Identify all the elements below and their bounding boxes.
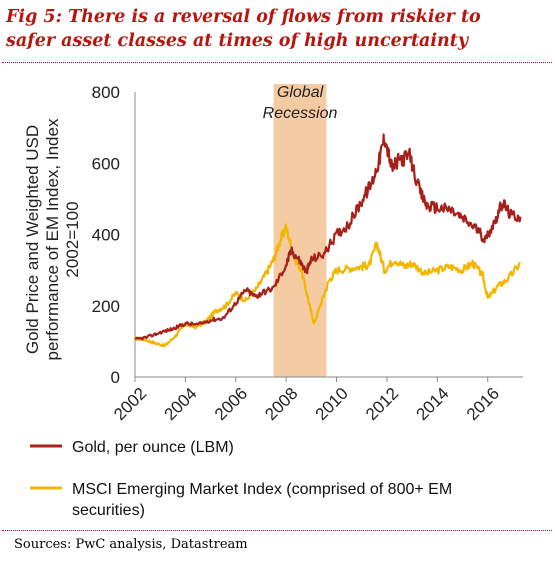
chart: Global Recession 0 200 400 600 800 2002 2004 2006… (23, 83, 523, 519)
y-tick-label: 800 (92, 83, 120, 102)
source-note: Sources: PwC analysis, Datastream (14, 537, 248, 552)
x-tick-label: 2006 (211, 384, 251, 424)
x-tick-label: 2002 (110, 384, 150, 424)
x-tick-label: 2004 (161, 384, 201, 424)
x-tick-label: 2012 (362, 384, 402, 424)
source-divider (2, 530, 552, 531)
y-tick-label: 0 (111, 368, 120, 387)
x-tick-label: 2008 (261, 384, 301, 424)
gold-series-line (134, 133, 522, 341)
y-axis-title-line1: Gold Price and Weighted USD (23, 125, 42, 354)
recession-label-line1: Global (277, 84, 324, 101)
figure-title-line1: Fig 5: There is a reversal of flows from… (6, 7, 481, 27)
y-tick-label: 200 (92, 297, 120, 316)
figure-title-line2: safer asset classes at times of high unc… (6, 31, 469, 51)
y-axis-title-line2: performance of EM Index, Index (43, 118, 62, 360)
legend-msci-label-line2: securities) (72, 502, 145, 519)
y-tick-label: 600 (92, 154, 120, 173)
title-divider (2, 62, 552, 63)
legend-msci-label-line1: MSCI Emerging Market Index (comprised of… (72, 481, 452, 498)
y-tick-label: 400 (92, 226, 120, 245)
y-axis-title-line3: 2002=100 (63, 201, 82, 277)
recession-band (273, 84, 327, 377)
msci-series-line (134, 223, 521, 348)
recession-label-line2: Recession (263, 105, 338, 122)
legend-gold-label: Gold, per ounce (LBM) (72, 439, 234, 456)
x-tick-label: 2016 (463, 384, 503, 424)
x-tick-label: 2010 (312, 384, 352, 424)
x-tick-label: 2014 (412, 384, 452, 424)
